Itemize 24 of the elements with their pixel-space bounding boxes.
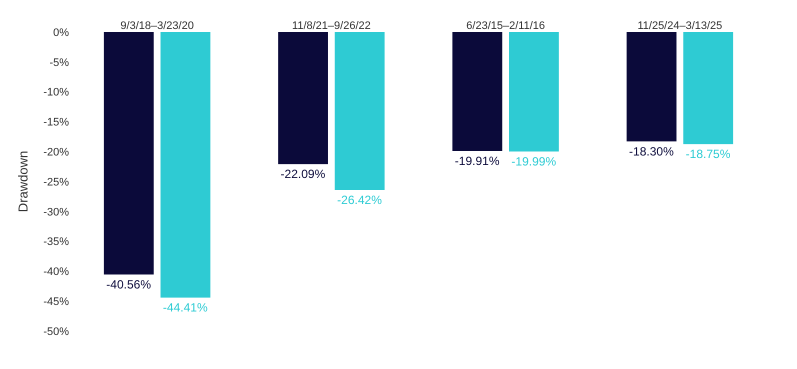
x-tick-label: 9/3/18–3/23/20 — [120, 20, 194, 32]
y-tick-label: -50% — [43, 326, 70, 338]
data-label: -22.09% — [280, 167, 326, 182]
y-tick-label: -30% — [43, 206, 70, 218]
x-tick-label: 11/8/21–9/26/22 — [292, 20, 371, 32]
y-axis-title: Drawdown — [15, 150, 30, 212]
x-tick-label: 11/25/24–3/13/25 — [637, 20, 722, 32]
data-label: -18.75% — [686, 147, 731, 162]
data-label: -18.30% — [629, 144, 674, 158]
y-tick-label: -25% — [43, 176, 70, 188]
y-tick-label: -20% — [43, 146, 70, 158]
data-label: -19.91% — [454, 154, 500, 168]
y-tick-label: -5% — [49, 56, 70, 69]
data-label: -40.56% — [106, 278, 152, 292]
data-label: -26.42% — [337, 192, 382, 207]
y-tick-label: -10% — [43, 86, 70, 99]
y-tick-label: -40% — [43, 266, 70, 278]
y-tick-label: -15% — [43, 116, 70, 129]
data-label: -19.99% — [511, 154, 556, 169]
data-label: -44.41% — [162, 300, 208, 315]
y-tick-label: 0% — [53, 26, 70, 39]
y-tick-label: -35% — [43, 236, 70, 248]
x-tick-label: 6/23/15–2/11/16 — [466, 20, 545, 32]
y-tick-label: -45% — [43, 296, 70, 308]
